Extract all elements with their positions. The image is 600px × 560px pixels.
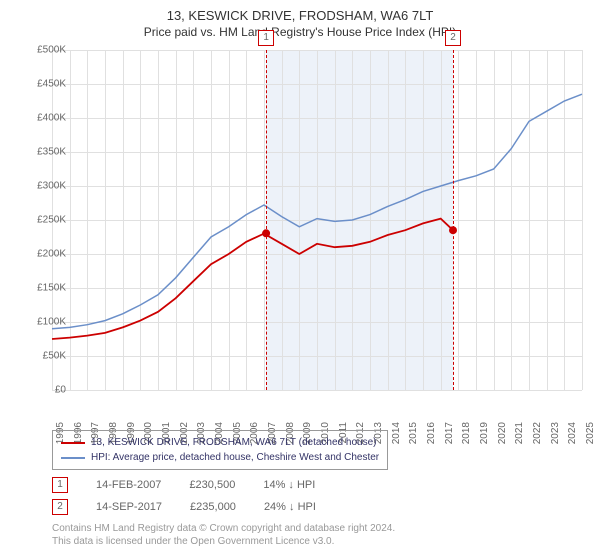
x-axis-label: 2016 bbox=[426, 422, 437, 444]
x-axis-label: 2023 bbox=[550, 422, 561, 444]
y-axis-label: £50K bbox=[18, 351, 66, 362]
legend-label-property: 13, KESWICK DRIVE, FRODSHAM, WA6 7LT (de… bbox=[91, 435, 376, 450]
x-axis-label: 2021 bbox=[514, 422, 525, 444]
y-axis-label: £450K bbox=[18, 79, 66, 90]
attribution-line: This data is licensed under the Open Gov… bbox=[52, 535, 395, 548]
sale-marker-badge: 2 bbox=[445, 30, 461, 46]
legend: 13, KESWICK DRIVE, FRODSHAM, WA6 7LT (de… bbox=[52, 430, 388, 470]
x-axis-label: 2025 bbox=[585, 422, 596, 444]
attribution: Contains HM Land Registry data © Crown c… bbox=[52, 522, 395, 548]
x-axis-label: 2014 bbox=[391, 422, 402, 444]
sale-marker-badge: 1 bbox=[258, 30, 274, 46]
sale-marker-line bbox=[266, 50, 267, 390]
legend-row-hpi: HPI: Average price, detached house, Ches… bbox=[61, 450, 379, 465]
x-axis-label: 2015 bbox=[408, 422, 419, 444]
x-axis-label: 2024 bbox=[567, 422, 578, 444]
sale-date: 14-SEP-2017 bbox=[96, 501, 162, 513]
sale-badge: 2 bbox=[52, 499, 68, 515]
sale-price: £230,500 bbox=[189, 479, 235, 491]
chart-subtitle: Price paid vs. HM Land Registry's House … bbox=[0, 25, 600, 43]
y-axis-label: £300K bbox=[18, 181, 66, 192]
sale-price: £235,000 bbox=[190, 501, 236, 513]
sale-marker-line bbox=[453, 50, 454, 390]
y-axis-label: £500K bbox=[18, 45, 66, 56]
y-axis-label: £250K bbox=[18, 215, 66, 226]
property-line bbox=[52, 219, 453, 339]
sale-diff: 14% ↓ HPI bbox=[263, 479, 315, 491]
x-axis-label: 2020 bbox=[497, 422, 508, 444]
legend-row-property: 13, KESWICK DRIVE, FRODSHAM, WA6 7LT (de… bbox=[61, 435, 379, 450]
x-axis-label: 2018 bbox=[461, 422, 472, 444]
legend-swatch-property bbox=[61, 442, 85, 444]
attribution-line: Contains HM Land Registry data © Crown c… bbox=[52, 522, 395, 535]
chart-lines-svg bbox=[52, 50, 582, 390]
sale-row: 1 14-FEB-2007 £230,500 14% ↓ HPI bbox=[52, 474, 316, 496]
y-axis-label: £200K bbox=[18, 249, 66, 260]
sale-diff: 24% ↓ HPI bbox=[264, 501, 316, 513]
vgrid-line bbox=[582, 50, 583, 390]
hgrid-line bbox=[52, 390, 582, 391]
sale-row: 2 14-SEP-2017 £235,000 24% ↓ HPI bbox=[52, 496, 316, 518]
x-axis-label: 2022 bbox=[532, 422, 543, 444]
y-axis-label: £400K bbox=[18, 113, 66, 124]
chart-title: 13, KESWICK DRIVE, FRODSHAM, WA6 7LT bbox=[0, 0, 600, 25]
legend-swatch-hpi bbox=[61, 457, 85, 459]
y-axis-label: £350K bbox=[18, 147, 66, 158]
chart-plot-area: 12 bbox=[52, 50, 582, 390]
sale-badge: 1 bbox=[52, 477, 68, 493]
x-axis-label: 2019 bbox=[479, 422, 490, 444]
sale-date: 14-FEB-2007 bbox=[96, 479, 161, 491]
sales-table: 1 14-FEB-2007 £230,500 14% ↓ HPI 2 14-SE… bbox=[52, 474, 316, 518]
y-axis-label: £100K bbox=[18, 317, 66, 328]
hpi-line bbox=[52, 94, 582, 329]
y-axis-label: £150K bbox=[18, 283, 66, 294]
legend-label-hpi: HPI: Average price, detached house, Ches… bbox=[91, 450, 379, 465]
y-axis-label: £0 bbox=[18, 385, 66, 396]
x-axis-label: 2017 bbox=[444, 422, 455, 444]
